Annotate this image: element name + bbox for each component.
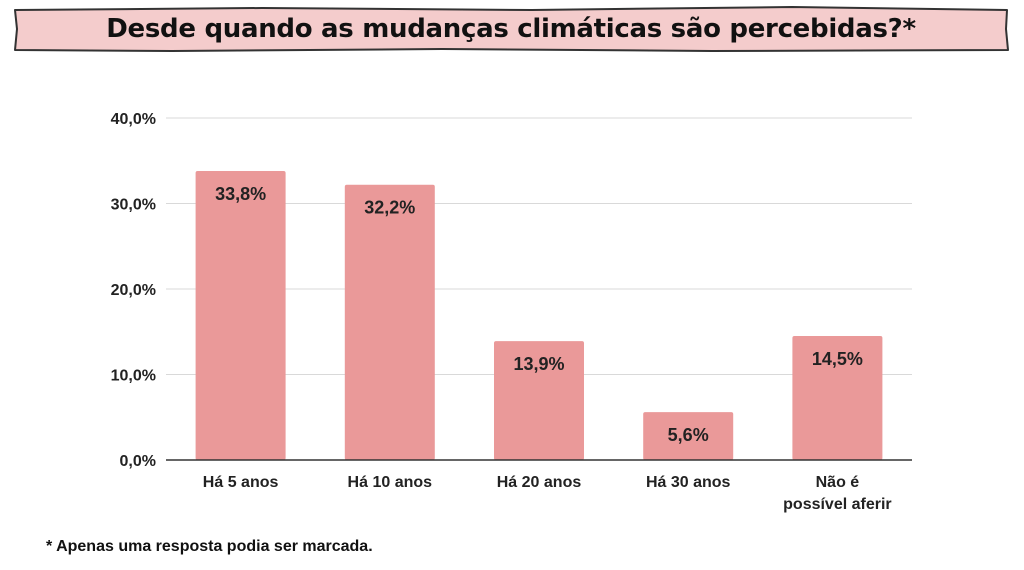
data-label: 13,9%	[513, 354, 564, 374]
x-tick-label: Há 10 anos	[348, 474, 433, 491]
y-tick-label: 30,0%	[111, 197, 156, 214]
x-tick-label: Há 30 anos	[646, 474, 731, 491]
footnote: * Apenas uma resposta podia ser marcada.	[46, 538, 373, 555]
title-banner-shape	[14, 6, 1009, 52]
x-tick-label: possível aferir	[783, 496, 892, 513]
data-label: 14,5%	[812, 349, 863, 369]
y-tick-label: 0,0%	[120, 453, 156, 470]
data-label: 33,8%	[215, 184, 266, 204]
x-tick-label: Há 5 anos	[203, 474, 279, 491]
bar	[494, 341, 584, 460]
x-tick-label: Há 20 anos	[497, 474, 582, 491]
bar	[195, 171, 286, 460]
chart-title: Desde quando as mudanças climáticas são …	[106, 14, 916, 44]
y-tick-label: 40,0%	[111, 111, 156, 128]
bar-chart: 0,0% 10,0% 20,0% 30,0% 40,0% 33,8% Há 5 anos 32…	[111, 111, 912, 513]
y-tick-label: 20,0%	[111, 282, 156, 299]
x-tick-label: Não é	[816, 474, 860, 491]
title-banner: Desde quando as mudanças climáticas são …	[12, 4, 1010, 54]
bar	[643, 412, 734, 460]
bar	[792, 336, 883, 460]
y-tick-label: 10,0%	[111, 368, 156, 385]
bar	[344, 184, 435, 460]
data-label: 5,6%	[668, 425, 709, 445]
data-label: 32,2%	[364, 198, 415, 218]
